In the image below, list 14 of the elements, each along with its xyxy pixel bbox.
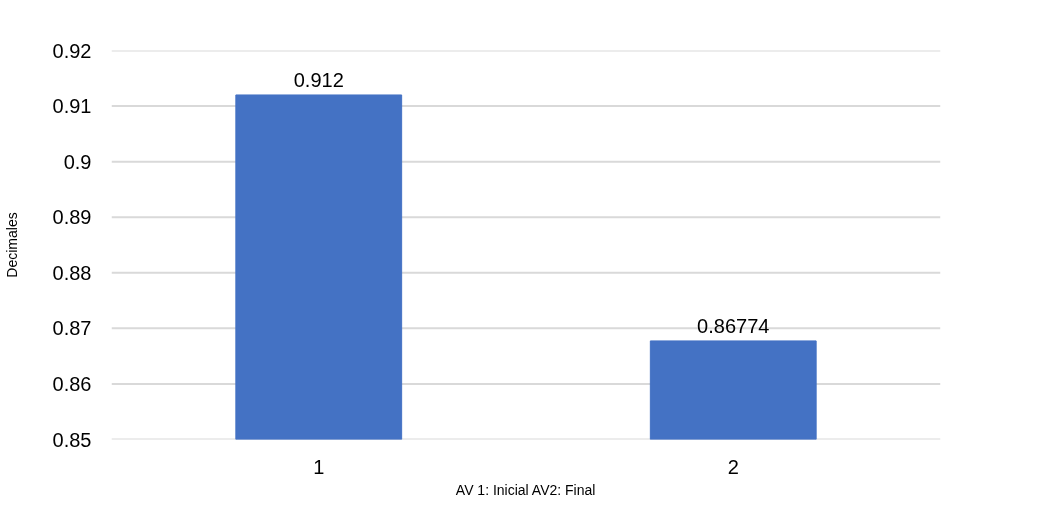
- y-tick-label: 0.92: [52, 39, 92, 62]
- x-axis-title: AV 1: Inicial AV2: Final: [455, 481, 596, 498]
- y-tick-label: 0.9: [63, 150, 92, 173]
- y-tick-label: 0.87: [52, 317, 92, 340]
- data-label: 0.86774: [697, 314, 770, 337]
- x-tick-label: 2: [727, 455, 739, 478]
- y-tick-label: 0.85: [52, 428, 92, 451]
- y-tick-label: 0.88: [52, 261, 92, 284]
- data-label: 0.912: [293, 68, 344, 91]
- y-tick-label: 0.91: [52, 95, 92, 118]
- y-axis-title: Decimales: [3, 212, 20, 278]
- y-tick-label: 0.89: [52, 206, 92, 229]
- y-tick-label: 0.86: [52, 372, 92, 395]
- x-tick-label: 1: [313, 455, 325, 478]
